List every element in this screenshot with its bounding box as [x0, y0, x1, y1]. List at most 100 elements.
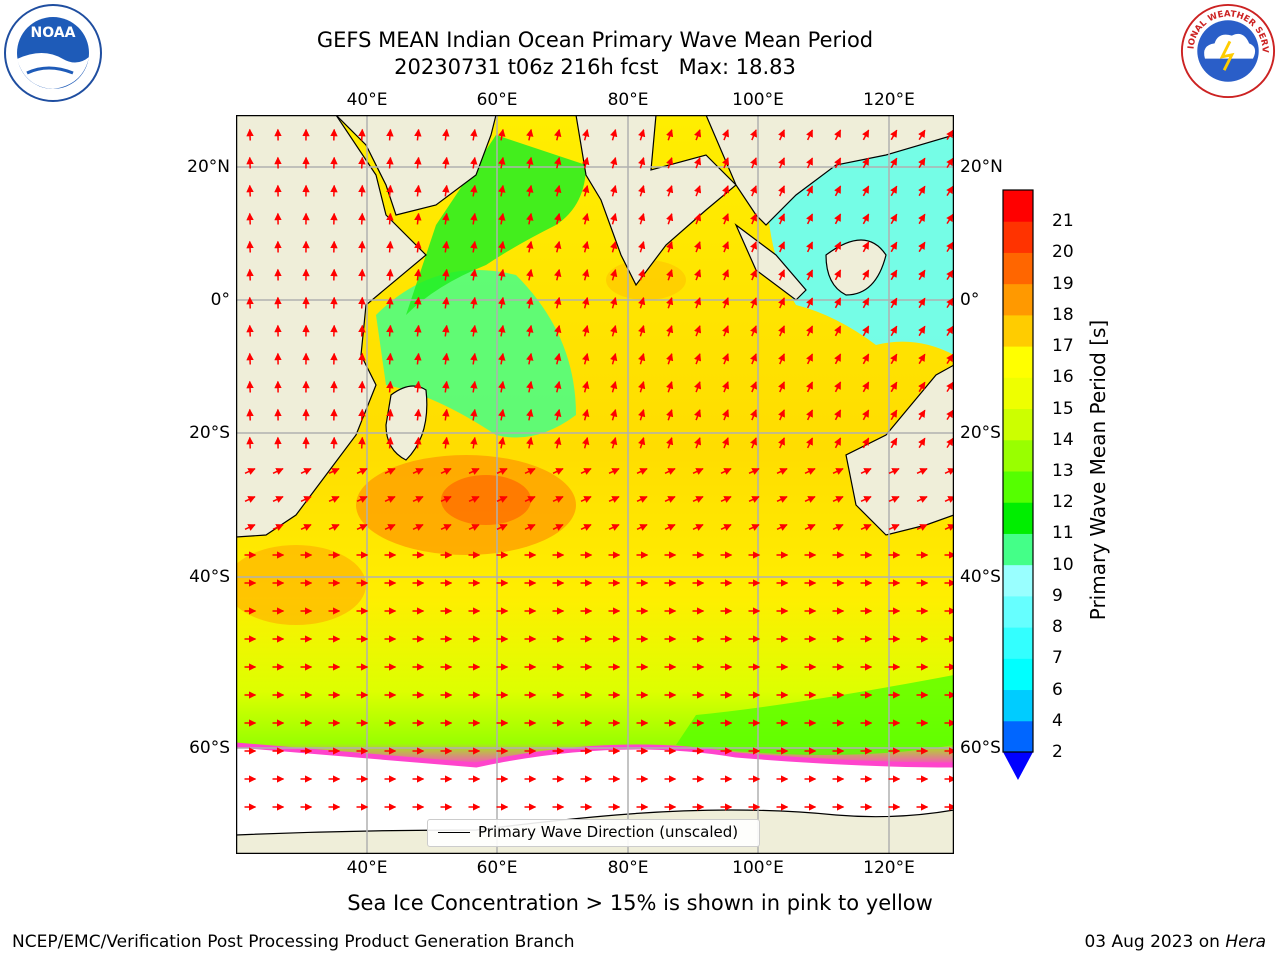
wave-direction-arrow — [524, 523, 536, 531]
lon-tick-bottom: 100°E — [732, 858, 784, 878]
wave-direction-arrow — [946, 241, 954, 253]
wave-direction-arrow — [946, 213, 954, 225]
wave-direction-arrow — [470, 408, 478, 421]
lon-tick-bottom: 40°E — [346, 858, 388, 878]
wave-direction-arrow — [694, 269, 702, 281]
wave-direction-arrow — [610, 240, 618, 253]
wave-direction-arrow — [358, 128, 366, 141]
wave-direction-arrow — [918, 129, 926, 141]
wave-direction-arrow — [638, 241, 646, 253]
colorbar-tick: 17 — [1052, 336, 1074, 357]
wave-direction-arrow — [664, 523, 676, 531]
wave-direction-arrow — [806, 353, 814, 365]
wave-direction-arrow — [722, 409, 730, 421]
wave-direction-arrow — [890, 353, 898, 365]
wave-direction-arrow — [890, 325, 898, 337]
wave-direction-arrow — [722, 185, 730, 197]
wave-direction-arrow — [470, 184, 478, 197]
wave-direction-arrow — [582, 408, 590, 421]
wave-direction-arrow — [582, 268, 590, 281]
lat-tick-right: 40°S — [960, 567, 1001, 587]
wave-direction-arrow — [498, 296, 506, 309]
wave-direction-arrow — [860, 495, 872, 503]
wave-direction-arrow — [750, 297, 757, 309]
wave-direction-arrow — [498, 156, 506, 169]
wave-direction-arrow — [890, 409, 898, 421]
wave-direction-arrow — [638, 269, 646, 281]
map-panel — [236, 115, 954, 854]
wave-direction-arrow — [386, 240, 394, 253]
wave-direction-arrow — [888, 523, 900, 531]
wave-direction-arrow — [694, 353, 702, 365]
wave-direction-arrow — [750, 129, 757, 141]
wave-direction-arrow — [526, 436, 534, 449]
wave-direction-arrow — [498, 268, 506, 281]
wave-direction-arrow — [834, 325, 842, 337]
wave-direction-arrow — [666, 213, 674, 225]
wave-direction-arrow — [722, 129, 730, 141]
map-gridlines — [236, 115, 954, 854]
lat-tick-left: 40°S — [189, 567, 230, 587]
footer-date: 03 Aug 2023 on Hera — [1084, 932, 1266, 952]
wave-direction-arrow — [692, 495, 704, 503]
wave-direction-arrow — [776, 495, 788, 503]
colorbar-tick: 8 — [1052, 617, 1063, 638]
map-legend: Primary Wave Direction (unscaled) — [427, 819, 760, 847]
wave-direction-arrow — [442, 324, 450, 337]
land-arabia — [335, 115, 497, 216]
wave-direction-arrow — [918, 213, 926, 225]
wave-direction-arrow — [244, 495, 256, 503]
wave-direction-arrow — [834, 185, 842, 197]
wave-direction-arrow — [694, 381, 702, 393]
wave-direction-arrow — [832, 467, 844, 475]
wave-direction-arrow — [272, 523, 284, 531]
colorbar-segment — [1003, 564, 1033, 597]
wave-direction-arrow — [610, 268, 618, 281]
wave-direction-arrow — [722, 353, 730, 365]
wave-direction-arrow — [778, 213, 785, 225]
wave-direction-arrow — [862, 129, 870, 141]
wave-direction-arrow — [918, 353, 926, 365]
wave-direction-arrow — [328, 523, 340, 531]
wave-direction-arrow — [946, 269, 954, 281]
wave-direction-arrow — [890, 381, 898, 393]
wave-direction-arrow — [666, 437, 674, 449]
colorbar-tick: 19 — [1052, 273, 1074, 294]
lat-tick-left: 0° — [210, 290, 230, 310]
wave-direction-arrow — [750, 409, 757, 421]
wave-direction-arrow — [862, 213, 870, 225]
wave-direction-arrow — [526, 408, 534, 421]
wave-direction-arrow — [554, 380, 562, 393]
lat-tick-left: 60°S — [189, 738, 230, 758]
wave-direction-arrow — [442, 436, 450, 449]
wave-direction-arrow — [916, 495, 928, 503]
wave-direction-arrow — [442, 352, 450, 365]
wave-direction-arrow — [862, 409, 870, 421]
wave-direction-arrow — [806, 213, 814, 225]
wave-direction-arrow — [946, 129, 954, 141]
wave-direction-arrow — [442, 240, 450, 253]
wave-direction-arrow — [386, 212, 394, 225]
wave-direction-arrow — [358, 296, 366, 309]
colorbar-segment — [1003, 471, 1033, 503]
wave-direction-arrow — [442, 128, 450, 141]
wave-direction-arrow — [776, 467, 788, 475]
wave-direction-arrow — [694, 325, 702, 337]
wave-direction-arrow — [610, 212, 618, 225]
wave-direction-arrow — [582, 184, 590, 197]
legend-line-sample — [438, 832, 470, 833]
wave-direction-arrow — [582, 380, 590, 393]
wave-direction-arrow — [750, 213, 757, 225]
wave-direction-arrow — [638, 381, 646, 393]
wave-direction-arrow — [748, 495, 760, 503]
wave-direction-arrow — [666, 409, 674, 421]
wave-direction-arrow — [946, 437, 954, 449]
wave-direction-arrow — [554, 296, 562, 309]
wave-direction-arrow — [862, 269, 870, 281]
wave-direction-arrow — [664, 467, 676, 475]
colorbar-tick: 13 — [1052, 461, 1074, 481]
lat-tick-right: 20°N — [960, 157, 1003, 177]
wave-direction-arrow — [804, 467, 816, 475]
wave-direction-arrow — [582, 324, 590, 337]
colorbar-tick: 11 — [1052, 523, 1074, 544]
